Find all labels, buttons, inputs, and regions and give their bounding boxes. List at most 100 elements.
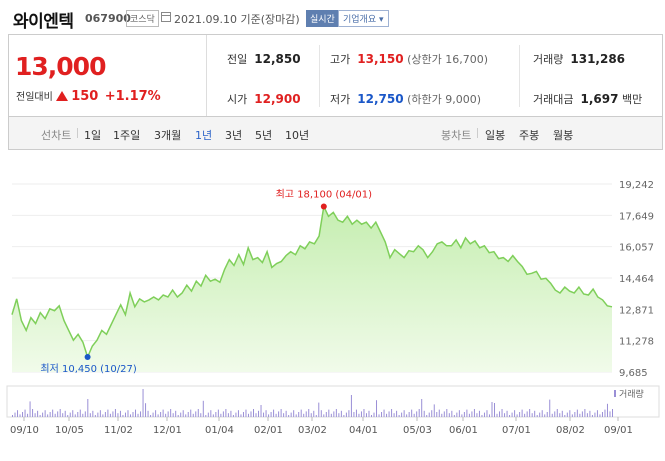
change-label: 전일대비 [16,92,53,103]
volume-bar [388,411,390,417]
change-value: 150 [71,89,99,104]
volume-bar [591,415,593,417]
volume-bar [443,411,445,417]
volume-bar [433,404,435,417]
volume-bar [318,402,320,417]
volume-bar [476,413,478,417]
volume-bar [162,409,164,417]
volume-bar [609,411,611,417]
volume-bar [401,412,403,417]
volume-bar [416,411,418,417]
volume-bar [72,410,74,417]
volume-bar [42,412,44,417]
x-tick-label: 02/01 [254,425,283,436]
company-info-dropdown[interactable]: 기업개요 ▾ [338,10,389,27]
chevron-down-icon: ▾ [379,15,384,25]
y-tick-label: 11,278 [619,337,654,348]
volume-bar [280,409,282,417]
volume-bar [54,413,56,417]
volume-bar [205,415,207,417]
volume-bar [52,409,54,417]
realtime-button[interactable]: 실시간 [306,10,339,27]
trade-amount: 거래대금 1,697 백만 [533,91,642,107]
volume-bar [114,409,116,417]
volume-bar [514,410,516,417]
volume-bar [290,412,292,417]
volume-bar [353,412,355,417]
period-5y[interactable]: 5년 [255,129,273,142]
high-price: 고가 13,150 (상한가 16,700) [330,51,488,67]
x-tick-label: 11/02 [104,425,133,436]
volume-bar [456,412,458,417]
volume-bar [396,410,398,417]
volume-bar [260,405,262,417]
low-value: 12,750 [357,92,404,106]
volume-bar [230,410,232,417]
period-1w[interactable]: 1주일 [113,129,141,142]
volume-bar [483,412,485,417]
company-info-label: 기업개요 [343,15,377,25]
volume-bar [418,409,420,417]
volume-bar [255,413,257,417]
volume-bar [258,410,260,417]
volume-bar [92,410,94,417]
period-3y[interactable]: 3년 [225,129,243,142]
period-3m[interactable]: 3개월 [154,129,182,142]
volume-bar [245,409,247,417]
quote-panel: 13,000 전일대비 150 +1.17% 전일 12,850 고가 13,1… [8,34,663,117]
volume-bar [19,414,21,417]
candle-daily[interactable]: 일봉 [485,129,506,142]
prev-close-value: 12,850 [254,52,301,66]
volume-bar [408,412,410,417]
x-tick-label: 09/01 [604,425,633,436]
volume-bar [360,411,362,417]
period-1d[interactable]: 1일 [84,129,102,142]
volume-bar [147,410,149,417]
volume-bar [124,412,126,417]
open-price: 시가 12,900 [227,91,301,107]
market-badge: 코스닥 [126,10,159,27]
volume-bar [338,413,340,417]
volume-bar [177,415,179,417]
line-chart-label: 선차트 [41,129,72,142]
stock-header: 와이엔텍 067900 코스닥 2021.09.10 기준(장마감) 실시간 기… [0,0,665,34]
volume-bar [574,412,576,417]
volume-bar [463,412,465,417]
volume-bar [378,414,380,417]
y-tick-label: 19,242 [619,180,654,191]
candle-monthly[interactable]: 월봉 [553,129,574,142]
volume-bar [345,412,347,417]
amount-label: 거래대금 [533,93,574,106]
y-tick-label: 16,057 [619,243,654,254]
period-1y[interactable]: 1년 [195,129,213,142]
volume-bar [556,409,558,417]
period-10y[interactable]: 10년 [285,129,310,142]
volume-bar [335,409,337,417]
volume-bar [285,410,287,417]
volume-bar [524,413,526,417]
volume-bar [242,412,244,417]
volume-bar [589,410,591,417]
volume-bar [122,415,124,417]
x-tick-label: 08/02 [556,425,585,436]
volume-bar [546,412,548,417]
x-tick-label: 07/01 [502,425,531,436]
volume-bar [551,413,553,417]
volume-bar [581,411,583,417]
upper-limit: (상한가 16,700) [407,53,488,66]
lower-limit: (하한가 9,000) [407,93,481,106]
volume-bar [293,410,295,417]
volume-bar [348,410,350,417]
candle-weekly[interactable]: 주봉 [519,129,540,142]
volume-bar [320,410,322,417]
volume-bar [365,413,367,417]
volume-bar [187,412,189,417]
divider [519,45,520,107]
chart-toolbar: 선차트 1일 1주일 3개월 1년 3년 5년 10년 봉차트 일봉 주봉 월봉 [8,117,663,150]
volume-bar [195,411,197,417]
volume-bar [576,409,578,417]
volume-bar [170,409,172,417]
volume-bar [466,409,468,417]
volume-bar [79,409,81,417]
low-price: 저가 12,750 (하한가 9,000) [330,91,481,107]
